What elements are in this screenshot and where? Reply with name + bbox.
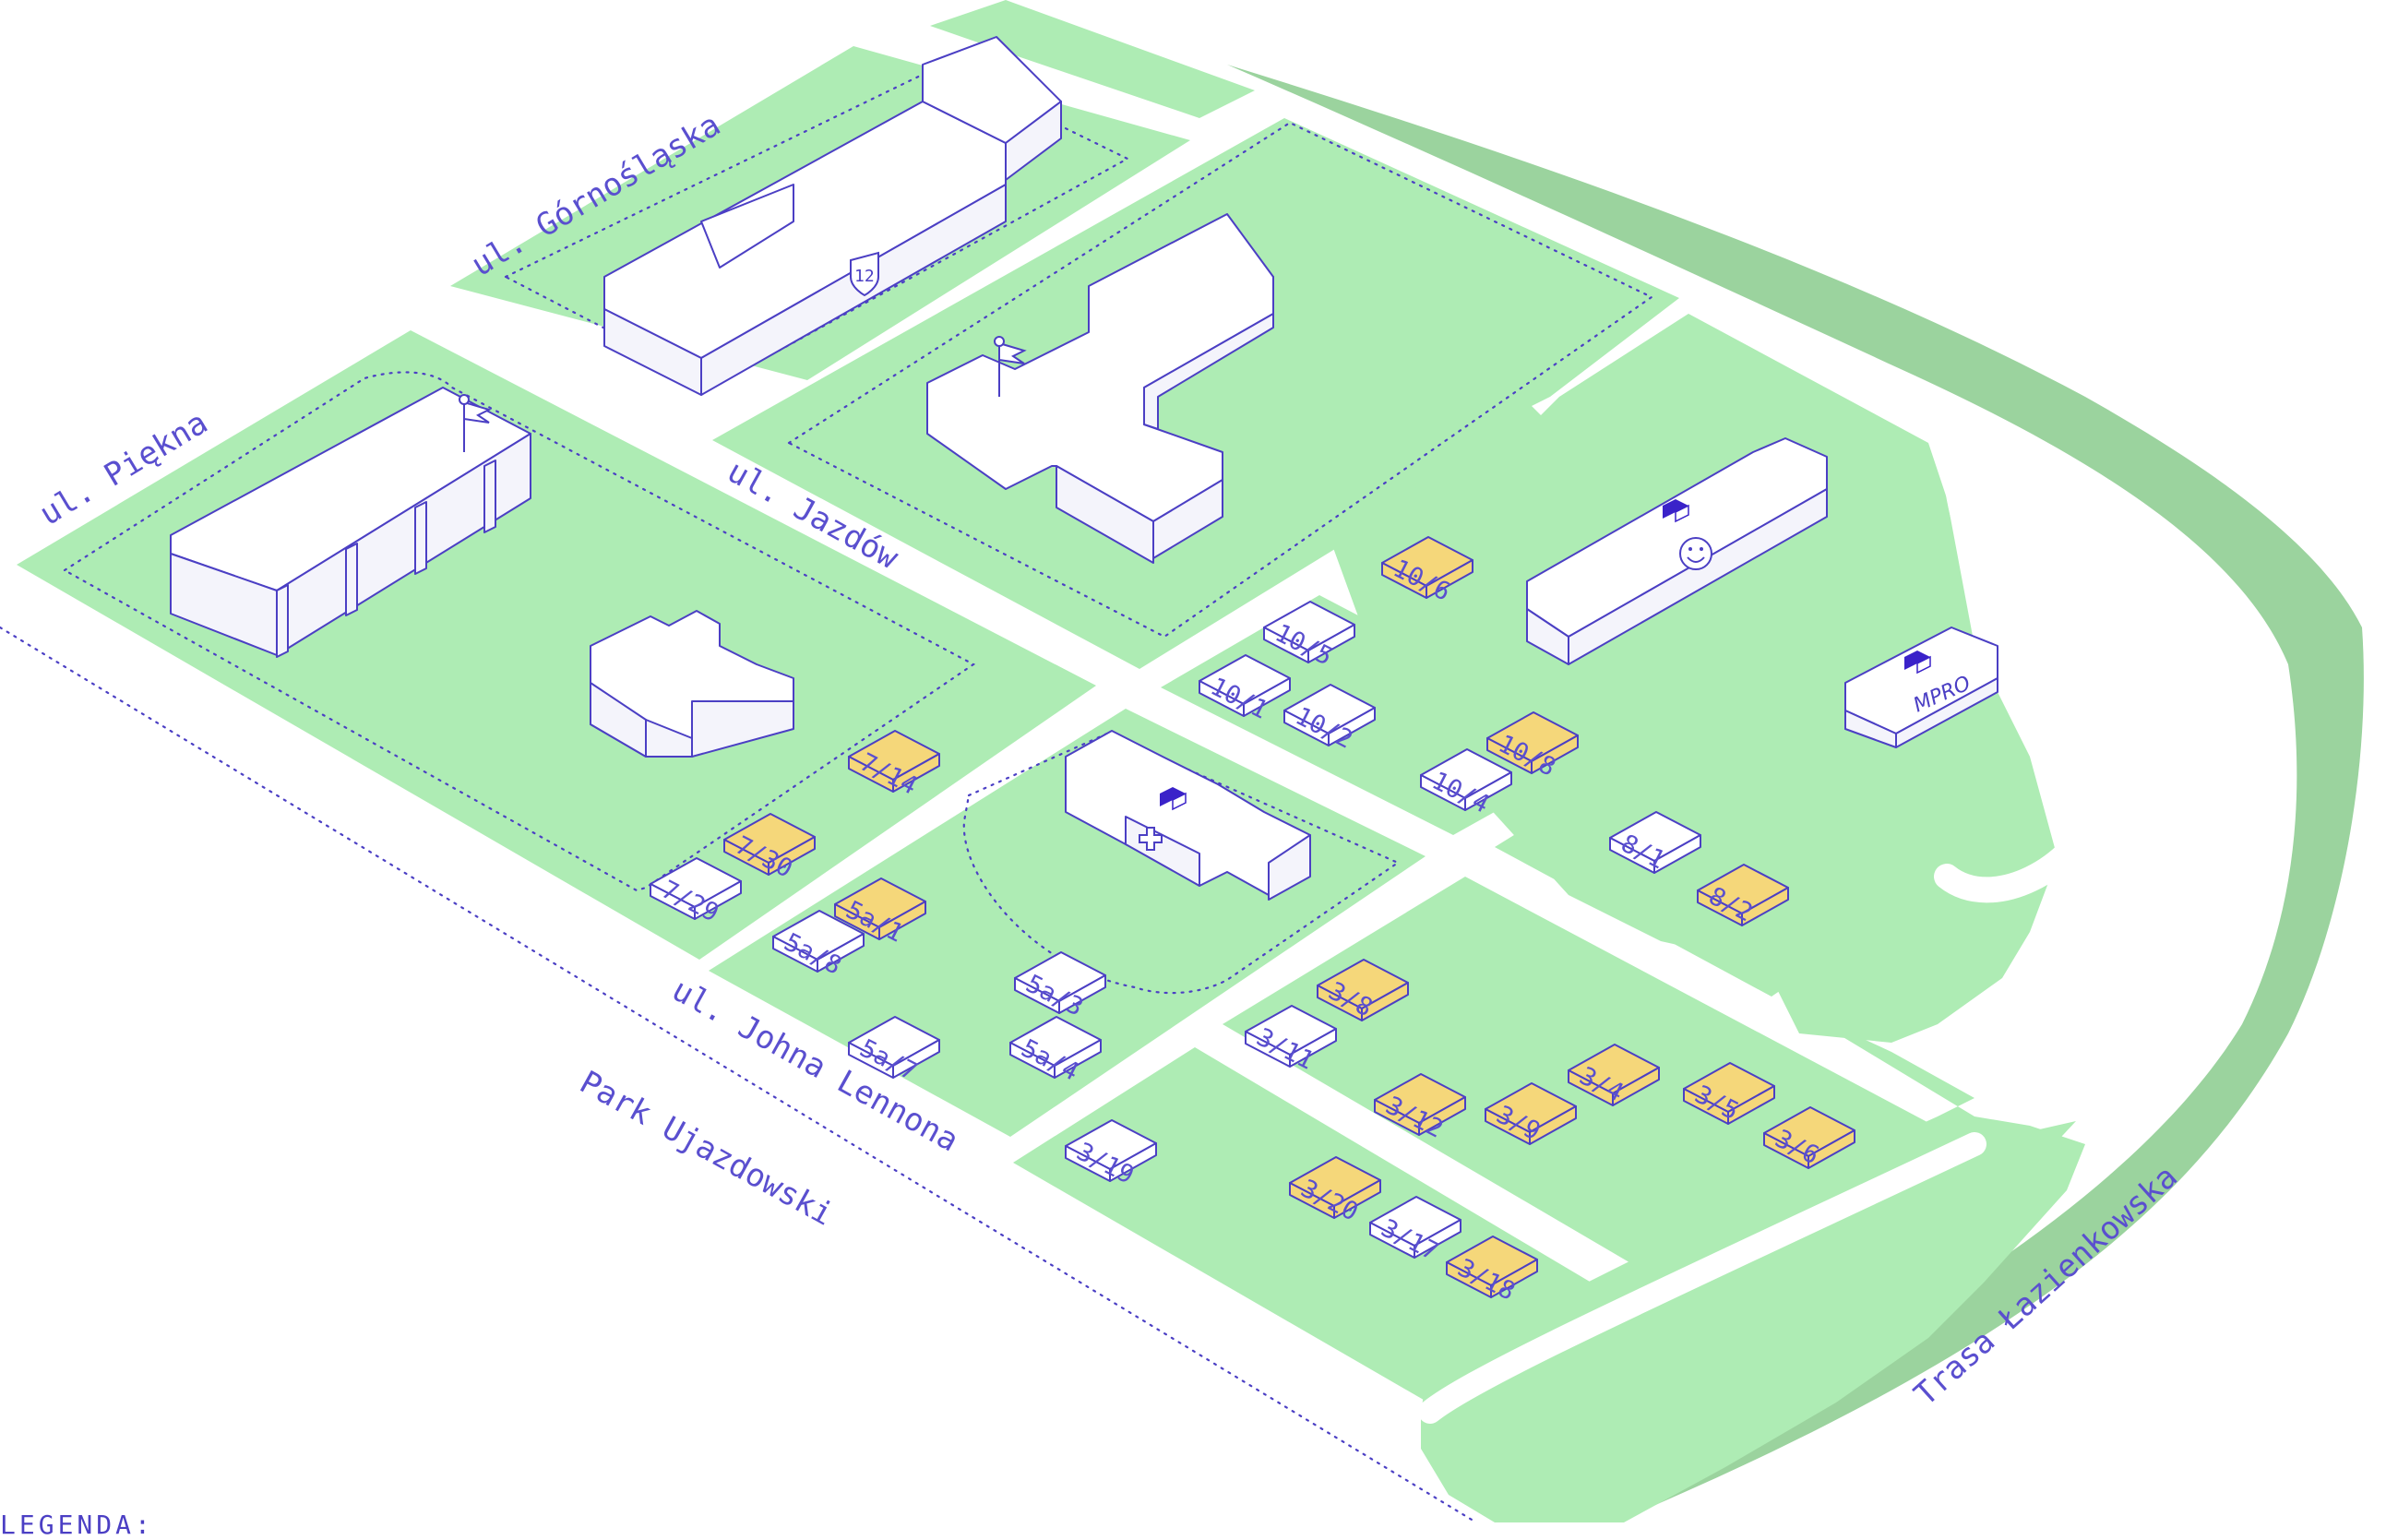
plot-front bbox=[1014, 977, 1060, 1014]
plot-front bbox=[848, 756, 894, 793]
plot-front bbox=[723, 839, 769, 876]
boundary-clinic bbox=[962, 732, 1401, 995]
plot-front bbox=[1763, 1132, 1809, 1169]
plot-front bbox=[1683, 1088, 1729, 1125]
plot-front bbox=[1245, 1031, 1291, 1068]
clinic-part bbox=[1268, 834, 1311, 901]
flag-icon bbox=[459, 394, 492, 452]
plot-front bbox=[848, 1042, 894, 1079]
plot-front bbox=[1486, 737, 1533, 774]
plot-front bbox=[1568, 1069, 1614, 1106]
piekna-pilaster bbox=[483, 460, 496, 533]
plot-front bbox=[1609, 837, 1655, 874]
plot-5a-4[interactable]: 5a/4 bbox=[1009, 1016, 1102, 1087]
plot-8-1[interactable]: 8/1 bbox=[1609, 811, 1701, 875]
plot-5a-1[interactable]: 5a/1 bbox=[834, 877, 926, 949]
school-jazdow-part bbox=[1056, 465, 1154, 564]
plot-front bbox=[1369, 1222, 1415, 1259]
plot-front bbox=[1697, 889, 1743, 926]
plot-front bbox=[1009, 1042, 1056, 1079]
boundary-piekna bbox=[62, 371, 976, 892]
plot-front bbox=[1381, 562, 1427, 599]
school-jazdow-part bbox=[1152, 479, 1223, 559]
school-number: 12 bbox=[854, 267, 875, 286]
h-building-part bbox=[691, 700, 794, 758]
building-mpro: MPRO bbox=[1844, 627, 1998, 748]
footpath-east bbox=[1934, 412, 2115, 903]
plot-front bbox=[1263, 627, 1309, 663]
legend-title: LEGENDA: bbox=[0, 1510, 154, 1540]
plot-front bbox=[1065, 1145, 1111, 1182]
plot-front bbox=[1289, 1182, 1335, 1219]
flag-icon bbox=[994, 336, 1027, 397]
block-plots-8 bbox=[1495, 738, 1947, 997]
piekna-pilaster bbox=[276, 584, 289, 658]
block-southeast-small bbox=[1974, 1121, 2076, 1209]
plot-front bbox=[1199, 680, 1245, 717]
building-h-shaped bbox=[590, 610, 794, 758]
piekna-pilaster bbox=[414, 501, 427, 575]
school-12-part bbox=[700, 184, 794, 269]
plot-3-6[interactable]: 3/6 bbox=[1763, 1106, 1855, 1170]
school-12-part bbox=[1005, 101, 1062, 181]
block-top-strip bbox=[930, 0, 1255, 118]
smile-building-part bbox=[1568, 488, 1828, 665]
school-12-part bbox=[700, 184, 1007, 396]
boundary-gornoslaska bbox=[503, 65, 1130, 388]
plot-front bbox=[834, 903, 880, 940]
boundary-park-edge bbox=[0, 626, 1478, 1522]
building-school-jazdow bbox=[926, 213, 1274, 564]
plot-front bbox=[1283, 710, 1330, 746]
mpro-logo-icon bbox=[1663, 499, 1689, 523]
plot-3-4[interactable]: 3/4 bbox=[1568, 1044, 1660, 1107]
cross-icon bbox=[1139, 827, 1163, 851]
block-south bbox=[1013, 1047, 1615, 1403]
mpro-part bbox=[1895, 677, 1998, 748]
plot-3-17[interactable]: 3/17 bbox=[1369, 1196, 1461, 1267]
building-smile bbox=[1526, 437, 1828, 665]
boundary-jazdow-school bbox=[786, 121, 1654, 639]
plot-front bbox=[650, 883, 696, 920]
h-building-part bbox=[590, 682, 647, 758]
plot-8-2[interactable]: 8/2 bbox=[1697, 864, 1789, 927]
school-jazdow-part bbox=[1143, 276, 1274, 430]
piekna-pilaster bbox=[345, 543, 358, 616]
plot-front bbox=[1485, 1108, 1531, 1145]
plot-front bbox=[1446, 1261, 1492, 1298]
river-band bbox=[1227, 65, 2364, 1522]
plot-7-30[interactable]: 7/30 bbox=[723, 813, 816, 884]
plot-5a-7[interactable]: 5a/7 bbox=[848, 1016, 940, 1087]
plot-10-8[interactable]: 10/8 bbox=[1486, 711, 1579, 782]
clinic-part bbox=[1125, 816, 1200, 887]
street-label-park: Park Ujazdowski bbox=[574, 1064, 840, 1234]
plot-front bbox=[1374, 1099, 1420, 1136]
building-piekna bbox=[170, 387, 531, 658]
plot-front bbox=[772, 936, 818, 973]
school-shield-icon: 12 bbox=[850, 251, 879, 297]
building-school-12: 12 bbox=[603, 36, 1062, 396]
mpro-logo-icon bbox=[1160, 787, 1187, 811]
plot-3-8[interactable]: 3/8 bbox=[1317, 959, 1409, 1022]
plot-front bbox=[1420, 774, 1466, 811]
plot-front bbox=[1317, 985, 1363, 1021]
block-jazdow-school bbox=[712, 118, 1679, 669]
block-southeast-large bbox=[1421, 1004, 2085, 1522]
smile-icon bbox=[1679, 537, 1712, 570]
building-clinic bbox=[1065, 730, 1311, 901]
mpro-logo-icon bbox=[1904, 651, 1931, 674]
footpath-south bbox=[1418, 1132, 1986, 1424]
